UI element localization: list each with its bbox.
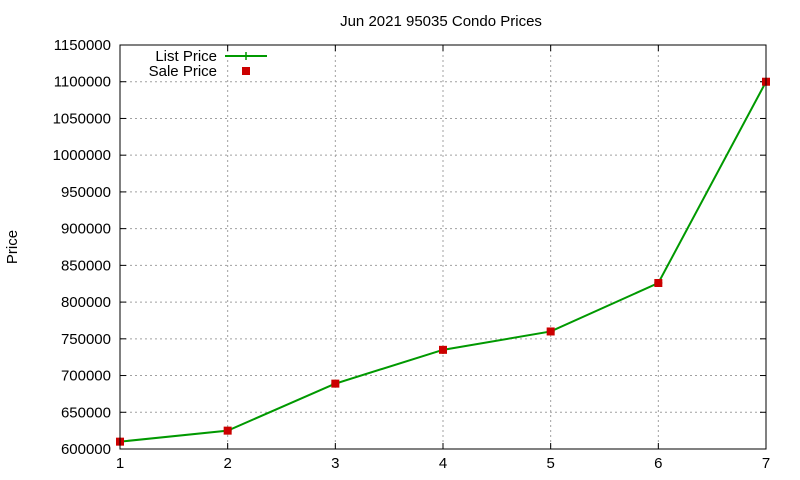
y-tick-label: 1150000	[54, 37, 111, 54]
x-tick-label: 6	[654, 455, 662, 472]
y-tick-label: 650000	[61, 404, 111, 421]
x-tick-label: 5	[546, 455, 554, 472]
x-tick-label: 3	[331, 455, 339, 472]
y-tick-label: 800000	[61, 294, 111, 311]
y-axis-label: Price	[4, 230, 21, 264]
y-tick-label: 850000	[61, 257, 111, 274]
x-tick-label: 2	[223, 455, 231, 472]
grid	[120, 45, 766, 449]
legend-label-sale-price: Sale Price	[149, 63, 217, 80]
x-tick-label: 1	[116, 455, 124, 472]
y-tick-label: 750000	[61, 331, 111, 348]
y-tick-label: 1100000	[54, 74, 111, 91]
y-tick-label: 1050000	[53, 110, 111, 127]
y-tick-label: 700000	[61, 368, 111, 385]
sale-price-point	[223, 426, 232, 435]
y-tick-label: 1000000	[53, 147, 111, 164]
plot-frame	[119, 44, 767, 450]
axis-ticks: 600000 650000 700000 750000 800000 850000 9000…	[53, 37, 771, 472]
legend-label-list-price: List Price	[155, 48, 217, 65]
sale-price-point	[546, 327, 555, 336]
sale-price-point	[331, 379, 340, 388]
x-tick-label: 7	[762, 455, 770, 472]
legend-marker-list-price	[242, 52, 250, 60]
y-tick-label: 600000	[61, 441, 111, 458]
chart-title: Jun 2021 95035 Condo Prices	[340, 13, 542, 30]
legend-swatch-sale-price	[242, 67, 250, 75]
y-tick-label: 950000	[61, 184, 111, 201]
y-tick-label: 900000	[61, 221, 111, 238]
x-tick-label: 4	[439, 455, 447, 472]
sale-price-point	[654, 278, 663, 287]
sale-price-point	[439, 345, 447, 354]
legend: List Price Sale Price	[149, 48, 267, 80]
